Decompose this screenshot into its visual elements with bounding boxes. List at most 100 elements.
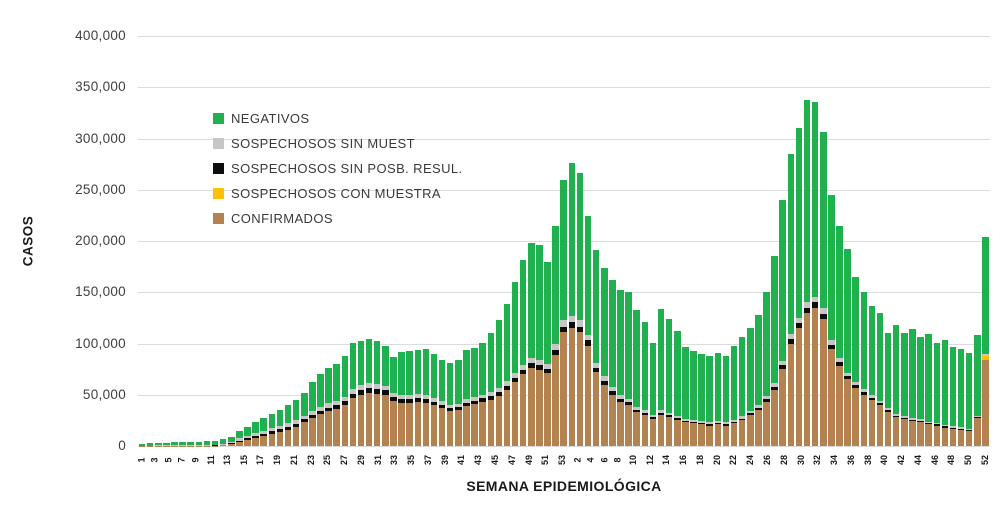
bar <box>633 36 641 446</box>
bar <box>487 36 495 446</box>
bar <box>616 36 624 446</box>
bar-segment-confirmados <box>284 429 292 446</box>
bar-segment-sospechosos-sin-muest <box>925 421 932 424</box>
bar-segment-confirmados <box>592 372 600 446</box>
bar-segment-negativos <box>317 374 324 407</box>
bar-segment-confirmados <box>965 430 973 446</box>
bar-segment-sospechosos-sin-posb-resul <box>430 401 438 405</box>
bar-segment-sospechosos-sin-muest <box>446 404 454 409</box>
bar-segment-confirmados <box>755 410 762 446</box>
bar-segment-sospechosos-sin-posb-resul <box>974 417 981 419</box>
bar-segment-confirmados <box>892 417 900 446</box>
legend-swatch-sospechosos-con-muestra <box>213 188 224 199</box>
bar-segment-sospechosos-sin-muest <box>430 397 438 402</box>
legend-item: SOSPECHOSOS SIN MUEST <box>213 131 463 156</box>
bar <box>560 36 568 446</box>
bar-segment-confirmados <box>341 405 349 446</box>
bar-segment-sospechosos-sin-posb-resul <box>292 423 300 427</box>
bar-segment-negativos <box>965 352 973 429</box>
bar-segment-sospechosos-sin-posb-resul <box>519 369 527 375</box>
bar <box>900 36 908 446</box>
bar-segment-sospechosos-sin-posb-resul <box>511 378 519 383</box>
x-tick-label: 45 <box>490 454 501 466</box>
bar <box>235 36 243 446</box>
bar-segment-negativos <box>195 441 203 446</box>
bar-segment-sospechosos-sin-muest <box>552 344 559 350</box>
bar-segment-negativos <box>787 153 795 335</box>
bar <box>746 36 754 446</box>
bar <box>852 36 860 446</box>
bar-segment-negativos <box>268 414 276 429</box>
bar-segment-negativos <box>852 276 859 382</box>
bar-segment-negativos <box>949 346 957 427</box>
bar-segment-negativos <box>738 337 746 417</box>
bar-segment-negativos <box>406 350 413 395</box>
bar <box>503 36 511 446</box>
bar-segment-sospechosos-sin-posb-resul <box>633 409 640 413</box>
bar-segment-confirmados <box>625 405 632 446</box>
bar-segment-negativos <box>925 334 932 422</box>
bar-segment-sospechosos-sin-muest <box>633 406 640 410</box>
bar-segment-sospechosos-sin-muest <box>252 433 259 436</box>
bar <box>933 36 941 446</box>
bar-segment-confirmados <box>268 433 276 446</box>
bar-segment-sospechosos-sin-posb-resul <box>244 438 251 440</box>
bar-segment-sospechosos-sin-muest <box>811 296 819 303</box>
bar-segment-sospechosos-sin-posb-resul <box>933 424 941 426</box>
x-tick-label: 18 <box>694 454 705 466</box>
x-tick-label: 42 <box>896 454 907 466</box>
bar-segment-sospechosos-sin-muest <box>487 392 495 397</box>
bar <box>179 36 187 446</box>
bar-segment-negativos <box>479 342 486 395</box>
bar-segment-confirmados <box>901 419 908 446</box>
bar-segment-negativos <box>155 442 162 446</box>
x-tick-label: 52 <box>979 454 990 466</box>
bar-segment-sospechosos-sin-muest <box>398 394 405 400</box>
bar <box>592 36 600 446</box>
bar-segment-negativos <box>901 333 908 416</box>
bar-segment-sospechosos-sin-muest <box>203 445 211 446</box>
bar-segment-sospechosos-sin-muest <box>706 422 713 425</box>
bar-segment-confirmados <box>503 389 511 446</box>
bar-segment-negativos <box>236 430 243 439</box>
bar-segment-negativos <box>876 312 884 401</box>
bar-segment-sospechosos-sin-posb-resul <box>601 380 608 385</box>
x-tick-label: 13 <box>221 454 232 466</box>
bar-segment-confirmados <box>414 401 422 446</box>
bar-segment-sospechosos-sin-muest <box>941 425 949 427</box>
bar-segment-confirmados <box>933 425 941 446</box>
bar-segment-confirmados <box>455 410 462 446</box>
bar-segment-sospechosos-sin-muest <box>309 411 316 416</box>
x-tick-label: 47 <box>506 454 517 466</box>
bar-segment-confirmados <box>309 418 316 446</box>
bar-segment-negativos <box>357 341 365 386</box>
bar-segment-sospechosos-sin-posb-resul <box>268 431 276 434</box>
bar-segment-sospechosos-sin-muest <box>909 418 916 420</box>
bar-segment-confirmados <box>763 401 770 446</box>
bar-segment-negativos <box>617 290 624 396</box>
bar-segment-sospechosos-sin-posb-resul <box>925 423 932 425</box>
bar <box>462 36 470 446</box>
bar-segment-confirmados <box>228 443 235 446</box>
x-tick-label: 51 <box>540 454 551 466</box>
bar <box>211 36 219 446</box>
bar-segment-negativos <box>974 335 981 416</box>
bar-segment-sospechosos-sin-posb-resul <box>949 427 957 429</box>
bar-segment-sospechosos-sin-posb-resul <box>965 429 973 431</box>
x-tick-label: 16 <box>678 454 689 466</box>
bar-segment-confirmados <box>568 328 576 446</box>
bar-segment-confirmados <box>552 354 559 446</box>
x-tick-label <box>517 448 524 472</box>
bar-segment-confirmados <box>771 389 778 446</box>
bar-segment-confirmados <box>292 426 300 446</box>
x-tick-label: 38 <box>862 454 873 466</box>
bar-segment-sospechosos-sin-posb-resul <box>674 418 681 421</box>
legend: NEGATIVOS SOSPECHOSOS SIN MUEST SOSPECHOSO… <box>213 106 463 231</box>
bar-segment-confirmados <box>925 424 932 446</box>
y-tick-label: 300,000 <box>75 130 126 146</box>
bar-segment-negativos <box>211 440 219 445</box>
bar-segment-confirmados <box>633 412 640 446</box>
bar-segment-confirmados <box>682 422 689 446</box>
bar-segment-sospechosos-sin-posb-resul <box>787 339 795 344</box>
bar-segment-negativos <box>187 442 194 446</box>
